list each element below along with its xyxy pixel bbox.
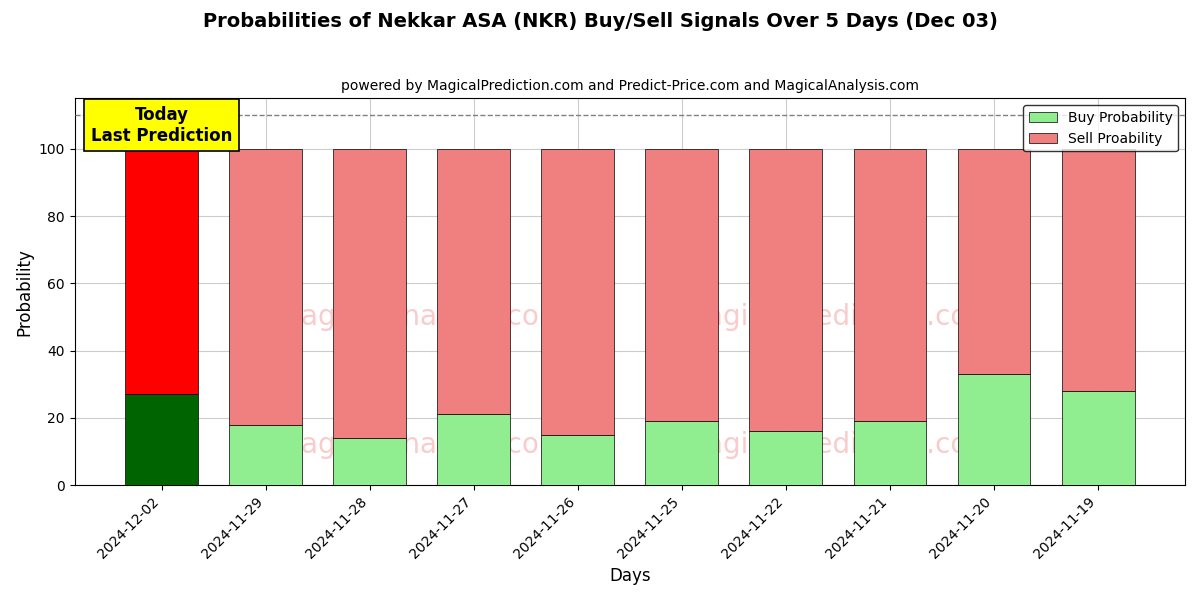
Bar xyxy=(1062,149,1134,391)
Bar xyxy=(750,431,822,485)
Bar xyxy=(437,415,510,485)
Bar xyxy=(334,149,406,438)
Bar xyxy=(437,149,510,415)
Bar xyxy=(958,149,1031,374)
Text: MagicalAnalysis.com: MagicalAnalysis.com xyxy=(277,303,566,331)
Bar xyxy=(229,425,302,485)
Title: powered by MagicalPrediction.com and Predict-Price.com and MagicalAnalysis.com: powered by MagicalPrediction.com and Pre… xyxy=(341,79,919,93)
Text: MagicalPrediction.com: MagicalPrediction.com xyxy=(682,431,994,459)
Bar xyxy=(1062,391,1134,485)
X-axis label: Days: Days xyxy=(610,567,650,585)
Bar xyxy=(750,149,822,431)
Bar xyxy=(541,434,614,485)
Text: MagicalAnalysis.com: MagicalAnalysis.com xyxy=(277,431,566,459)
Bar xyxy=(853,421,926,485)
Bar xyxy=(541,149,614,434)
Y-axis label: Probability: Probability xyxy=(16,248,34,335)
Bar xyxy=(646,421,719,485)
Legend: Buy Probability, Sell Proability: Buy Probability, Sell Proability xyxy=(1024,105,1178,151)
Bar xyxy=(334,438,406,485)
Text: Today
Last Prediction: Today Last Prediction xyxy=(91,106,233,145)
Bar xyxy=(958,374,1031,485)
Text: MagicalPrediction.com: MagicalPrediction.com xyxy=(682,303,994,331)
Bar xyxy=(125,149,198,394)
Bar xyxy=(229,149,302,425)
Bar xyxy=(853,149,926,421)
Bar xyxy=(125,394,198,485)
Text: Probabilities of Nekkar ASA (NKR) Buy/Sell Signals Over 5 Days (Dec 03): Probabilities of Nekkar ASA (NKR) Buy/Se… xyxy=(203,12,997,31)
Bar xyxy=(646,149,719,421)
